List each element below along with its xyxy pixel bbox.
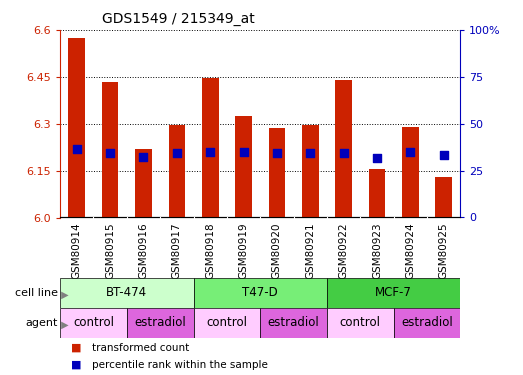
Bar <box>394 308 460 338</box>
Text: GSM80921: GSM80921 <box>305 222 315 279</box>
Point <box>306 150 314 156</box>
Bar <box>327 308 393 338</box>
Text: estradiol: estradiol <box>134 316 186 329</box>
Text: GSM80923: GSM80923 <box>372 222 382 279</box>
Bar <box>168 125 185 218</box>
Text: ■: ■ <box>71 360 81 369</box>
Point <box>73 146 81 152</box>
Bar <box>335 80 352 218</box>
Text: agent: agent <box>25 318 58 327</box>
Bar <box>260 308 327 338</box>
Bar <box>102 82 119 218</box>
Bar <box>202 78 219 218</box>
Bar <box>235 116 252 218</box>
Bar <box>135 149 152 217</box>
Point <box>240 149 248 155</box>
Text: GDS1549 / 215349_at: GDS1549 / 215349_at <box>102 12 255 26</box>
Text: estradiol: estradiol <box>268 316 320 329</box>
Text: control: control <box>73 316 114 329</box>
Text: control: control <box>340 316 381 329</box>
Point <box>139 154 147 160</box>
Bar <box>327 278 460 308</box>
Bar <box>268 128 285 217</box>
Bar <box>435 177 452 218</box>
Point <box>173 150 181 156</box>
Point <box>406 149 414 155</box>
Bar <box>194 278 327 308</box>
Bar <box>194 308 260 338</box>
Point <box>106 150 115 156</box>
Text: GSM80920: GSM80920 <box>272 222 282 279</box>
Bar <box>127 308 194 338</box>
Bar <box>302 125 319 218</box>
Point <box>373 155 381 161</box>
Point <box>272 150 281 156</box>
Text: GSM80915: GSM80915 <box>105 222 115 279</box>
Text: transformed count: transformed count <box>92 343 189 353</box>
Point <box>339 150 348 156</box>
Text: estradiol: estradiol <box>401 316 453 329</box>
Text: T47-D: T47-D <box>242 286 278 299</box>
Text: ▶: ▶ <box>58 290 68 299</box>
Bar <box>369 169 385 217</box>
Text: BT-474: BT-474 <box>106 286 147 299</box>
Text: GSM80922: GSM80922 <box>338 222 348 279</box>
Text: GSM80916: GSM80916 <box>139 222 149 279</box>
Point <box>206 149 214 155</box>
Text: GSM80914: GSM80914 <box>72 222 82 279</box>
Bar <box>60 308 127 338</box>
Bar <box>69 38 85 218</box>
Text: GSM80924: GSM80924 <box>405 222 415 279</box>
Text: GSM80919: GSM80919 <box>238 222 248 279</box>
Text: GSM80918: GSM80918 <box>205 222 215 279</box>
Text: cell line: cell line <box>15 288 58 297</box>
Text: control: control <box>207 316 247 329</box>
Text: percentile rank within the sample: percentile rank within the sample <box>92 360 267 369</box>
Text: MCF-7: MCF-7 <box>375 286 412 299</box>
Text: GSM80917: GSM80917 <box>172 222 182 279</box>
Bar <box>60 278 194 308</box>
Text: ■: ■ <box>71 343 81 353</box>
Bar <box>402 127 418 218</box>
Text: GSM80925: GSM80925 <box>439 222 449 279</box>
Point <box>439 152 448 158</box>
Text: ▶: ▶ <box>58 320 68 329</box>
